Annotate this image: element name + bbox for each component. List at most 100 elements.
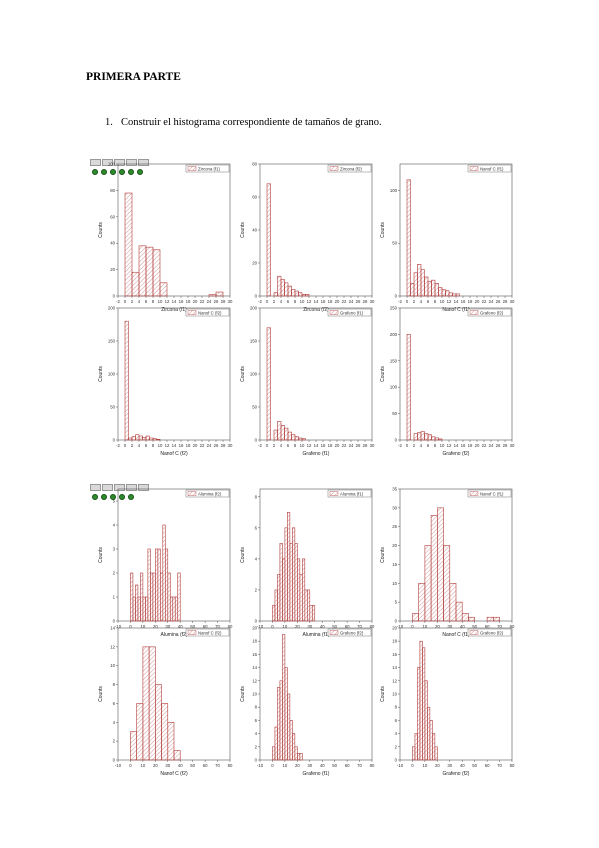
toolbar-button[interactable] [126,484,137,491]
layer-icon[interactable] [119,169,125,175]
y-tick-label: 0 [113,294,116,299]
histogram-bar [145,246,154,297]
toolbar-button[interactable] [138,159,149,166]
toolbar-button[interactable] [114,484,125,491]
toolbar-button[interactable] [114,159,125,166]
x-tick-label: 26 [356,443,361,448]
toolbar-button[interactable] [102,484,113,491]
x-tick-label: 70 [357,763,362,768]
plot-frame [399,307,513,441]
y-tick-label: 14 [252,665,257,670]
x-tick-label: 20 [295,624,300,629]
x-tick-label: 18 [328,443,333,448]
legend-box [327,164,372,173]
layer-icon[interactable] [119,494,125,500]
x-tick-label: 0 [406,299,409,304]
y-axis-label: Counts [380,686,386,702]
y-axis-label: Counts [240,686,246,702]
histogram-panel: Grafeno (f2)-10 0 10 20 30 40 50 60 70 8002468101… [380,626,515,778]
legend-label: Zircona (f1) [198,166,221,171]
y-axis-label: Counts [98,686,104,702]
layer-icon[interactable] [92,169,98,175]
toolbar-button[interactable] [90,159,101,166]
toolbar-button[interactable] [126,159,137,166]
x-tick-label: 70 [357,624,362,629]
layer-icon[interactable] [101,494,107,500]
x-tick-label: 50 [332,624,337,629]
histogram-bar [284,282,289,297]
plot-frame [259,307,373,441]
x-tick-label: 30 [370,443,375,448]
toolbar-button[interactable] [90,484,101,491]
histogram-bar [424,276,429,297]
x-tick-label: 24 [207,299,212,304]
x-axis-label: Nanof C (f2) [160,771,188,777]
y-tick-label: 30 [392,505,397,510]
x-tick-label: 12 [165,299,170,304]
y-tick-label: 60 [110,214,115,219]
y-tick-label: 20 [110,267,115,272]
y-axis-label: Counts [98,547,104,563]
x-tick-label: -2 [116,299,120,304]
y-tick-label: 100 [390,188,398,193]
x-tick-label: 4 [420,443,423,448]
y-tick-label: 100 [390,385,398,390]
histogram-bar [287,285,292,297]
legend: Alumina (f2) [185,489,230,498]
x-tick-label: 20 [335,299,340,304]
x-tick-label: 14 [172,443,177,448]
layer-icon[interactable] [137,169,143,175]
x-tick-label: 0 [411,763,414,768]
histogram-bar [299,753,303,761]
layer-icon[interactable] [101,169,107,175]
x-tick-label: 0 [271,624,274,629]
histogram-panel: Nanof C (f1)-10 0 10 20 30 40 50 60 70 8005101520… [380,487,515,639]
y-axis-label: Counts [240,547,246,563]
x-tick-label: 30 [447,763,452,768]
histogram-bar [420,431,425,441]
y-tick-label: 18 [392,639,397,644]
histogram-bar [161,703,169,761]
x-tick-label: 0 [129,763,132,768]
toolbar-button[interactable] [138,484,149,491]
histogram-bar [272,605,276,622]
y-tick-label: 10 [392,692,397,697]
x-tick-label: 12 [447,443,452,448]
histogram-bar [291,434,296,441]
histogram-bar [277,275,282,297]
x-tick-label: 2 [413,443,416,448]
legend-box [185,164,230,173]
y-tick-label: 2 [255,744,258,749]
histogram-bar [215,291,224,297]
y-tick-label: 0 [113,438,116,443]
y-axis-label: Counts [240,222,246,238]
legend-swatch [187,310,197,315]
x-tick-label: -2 [116,443,120,448]
layer-icon[interactable] [110,494,116,500]
y-tick-label: 100 [250,372,258,377]
layer-icon[interactable] [110,169,116,175]
x-tick-label: 0 [124,299,127,304]
y-tick-label: 14 [110,626,115,631]
x-tick-label: 50 [190,763,195,768]
layer-icon[interactable] [128,169,134,175]
layer-icon[interactable] [92,494,98,500]
histogram-bar [159,282,168,297]
y-tick-label: 4 [113,720,116,725]
histogram-bar [424,433,429,441]
histogram-bar [431,436,436,441]
layer-icon[interactable] [128,494,134,500]
histogram-bar [156,439,161,441]
x-tick-label: 80 [510,624,515,629]
x-tick-label: 22 [342,299,347,304]
legend-swatch [187,630,197,635]
x-tick-label: 0 [271,763,274,768]
toolbar-button[interactable] [102,159,113,166]
histogram-bar [282,634,286,761]
histogram-bar [294,746,298,761]
x-tick-label: 4 [138,443,141,448]
histogram-bar [160,572,164,622]
y-tick-label: 1 [113,595,116,600]
legend: Grafeno (f1) [327,308,372,317]
histogram-bar [135,584,139,622]
